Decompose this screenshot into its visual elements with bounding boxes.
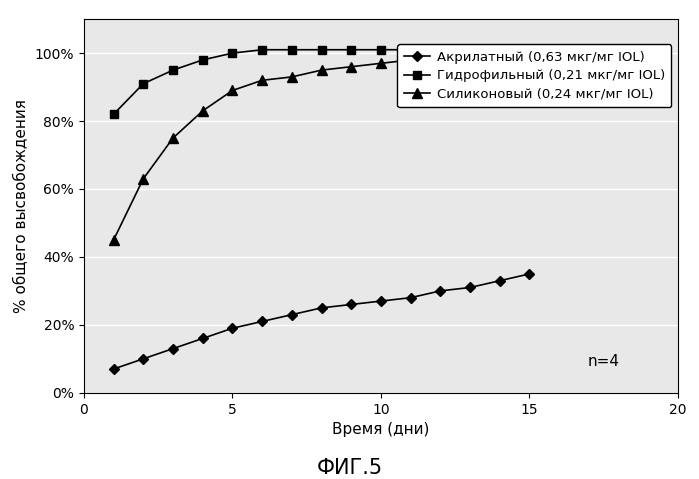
Акрилатный (0,63 мкг/мг IOL): [288, 312, 296, 318]
Гидрофильный (0,21 мкг/мг IOL): [228, 50, 236, 56]
Акрилатный (0,63 мкг/мг IOL): [199, 336, 207, 342]
X-axis label: Время (дни): Время (дни): [332, 422, 430, 437]
Гидрофильный (0,21 мкг/мг IOL): [317, 47, 326, 53]
Силиконовый (0,24 мкг/мг IOL): [258, 78, 266, 83]
Силиконовый (0,24 мкг/мг IOL): [526, 50, 534, 56]
Line: Силиконовый (0,24 мкг/мг IOL): Силиконовый (0,24 мкг/мг IOL): [109, 48, 534, 245]
Гидрофильный (0,21 мкг/мг IOL): [466, 47, 474, 53]
Гидрофильный (0,21 мкг/мг IOL): [436, 47, 445, 53]
Line: Гидрофильный (0,21 мкг/мг IOL): Гидрофильный (0,21 мкг/мг IOL): [110, 46, 533, 118]
Силиконовый (0,24 мкг/мг IOL): [317, 67, 326, 73]
Гидрофильный (0,21 мкг/мг IOL): [347, 47, 355, 53]
Силиконовый (0,24 мкг/мг IOL): [466, 54, 474, 59]
Акрилатный (0,63 мкг/мг IOL): [406, 295, 415, 300]
Гидрофильный (0,21 мкг/мг IOL): [169, 67, 178, 73]
Гидрофильный (0,21 мкг/мг IOL): [526, 47, 534, 53]
Акрилатный (0,63 мкг/мг IOL): [109, 366, 117, 372]
Акрилатный (0,63 мкг/мг IOL): [377, 298, 385, 304]
Text: n=4: n=4: [588, 354, 620, 369]
Силиконовый (0,24 мкг/мг IOL): [377, 60, 385, 66]
Гидрофильный (0,21 мкг/мг IOL): [199, 57, 207, 63]
Y-axis label: % общего высвобождения: % общего высвобождения: [14, 99, 29, 313]
Гидрофильный (0,21 мкг/мг IOL): [288, 47, 296, 53]
Силиконовый (0,24 мкг/мг IOL): [109, 237, 117, 243]
Гидрофильный (0,21 мкг/мг IOL): [258, 47, 266, 53]
Гидрофильный (0,21 мкг/мг IOL): [139, 81, 147, 87]
Силиконовый (0,24 мкг/мг IOL): [139, 176, 147, 182]
Text: ФИГ.5: ФИГ.5: [317, 458, 382, 478]
Силиконовый (0,24 мкг/мг IOL): [169, 135, 178, 141]
Силиконовый (0,24 мкг/мг IOL): [199, 108, 207, 114]
Силиконовый (0,24 мкг/мг IOL): [288, 74, 296, 80]
Акрилатный (0,63 мкг/мг IOL): [466, 285, 474, 290]
Line: Акрилатный (0,63 мкг/мг IOL): Акрилатный (0,63 мкг/мг IOL): [110, 271, 533, 373]
Силиконовый (0,24 мкг/мг IOL): [406, 57, 415, 63]
Гидрофильный (0,21 мкг/мг IOL): [109, 112, 117, 117]
Акрилатный (0,63 мкг/мг IOL): [317, 305, 326, 311]
Силиконовый (0,24 мкг/мг IOL): [228, 88, 236, 93]
Акрилатный (0,63 мкг/мг IOL): [258, 319, 266, 324]
Legend: Акрилатный (0,63 мкг/мг IOL), Гидрофильный (0,21 мкг/мг IOL), Силиконовый (0,24 : Акрилатный (0,63 мкг/мг IOL), Гидрофильн…: [397, 45, 672, 107]
Силиконовый (0,24 мкг/мг IOL): [347, 64, 355, 69]
Акрилатный (0,63 мкг/мг IOL): [139, 356, 147, 362]
Силиконовый (0,24 мкг/мг IOL): [496, 50, 504, 56]
Силиконовый (0,24 мкг/мг IOL): [436, 54, 445, 59]
Акрилатный (0,63 мкг/мг IOL): [169, 346, 178, 352]
Акрилатный (0,63 мкг/мг IOL): [526, 271, 534, 277]
Акрилатный (0,63 мкг/мг IOL): [496, 278, 504, 284]
Гидрофильный (0,21 мкг/мг IOL): [377, 47, 385, 53]
Акрилатный (0,63 мкг/мг IOL): [228, 325, 236, 331]
Акрилатный (0,63 мкг/мг IOL): [347, 302, 355, 308]
Гидрофильный (0,21 мкг/мг IOL): [496, 47, 504, 53]
Гидрофильный (0,21 мкг/мг IOL): [406, 47, 415, 53]
Акрилатный (0,63 мкг/мг IOL): [436, 288, 445, 294]
